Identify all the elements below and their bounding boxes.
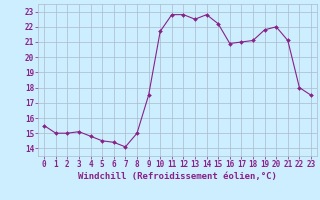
X-axis label: Windchill (Refroidissement éolien,°C): Windchill (Refroidissement éolien,°C) (78, 172, 277, 181)
